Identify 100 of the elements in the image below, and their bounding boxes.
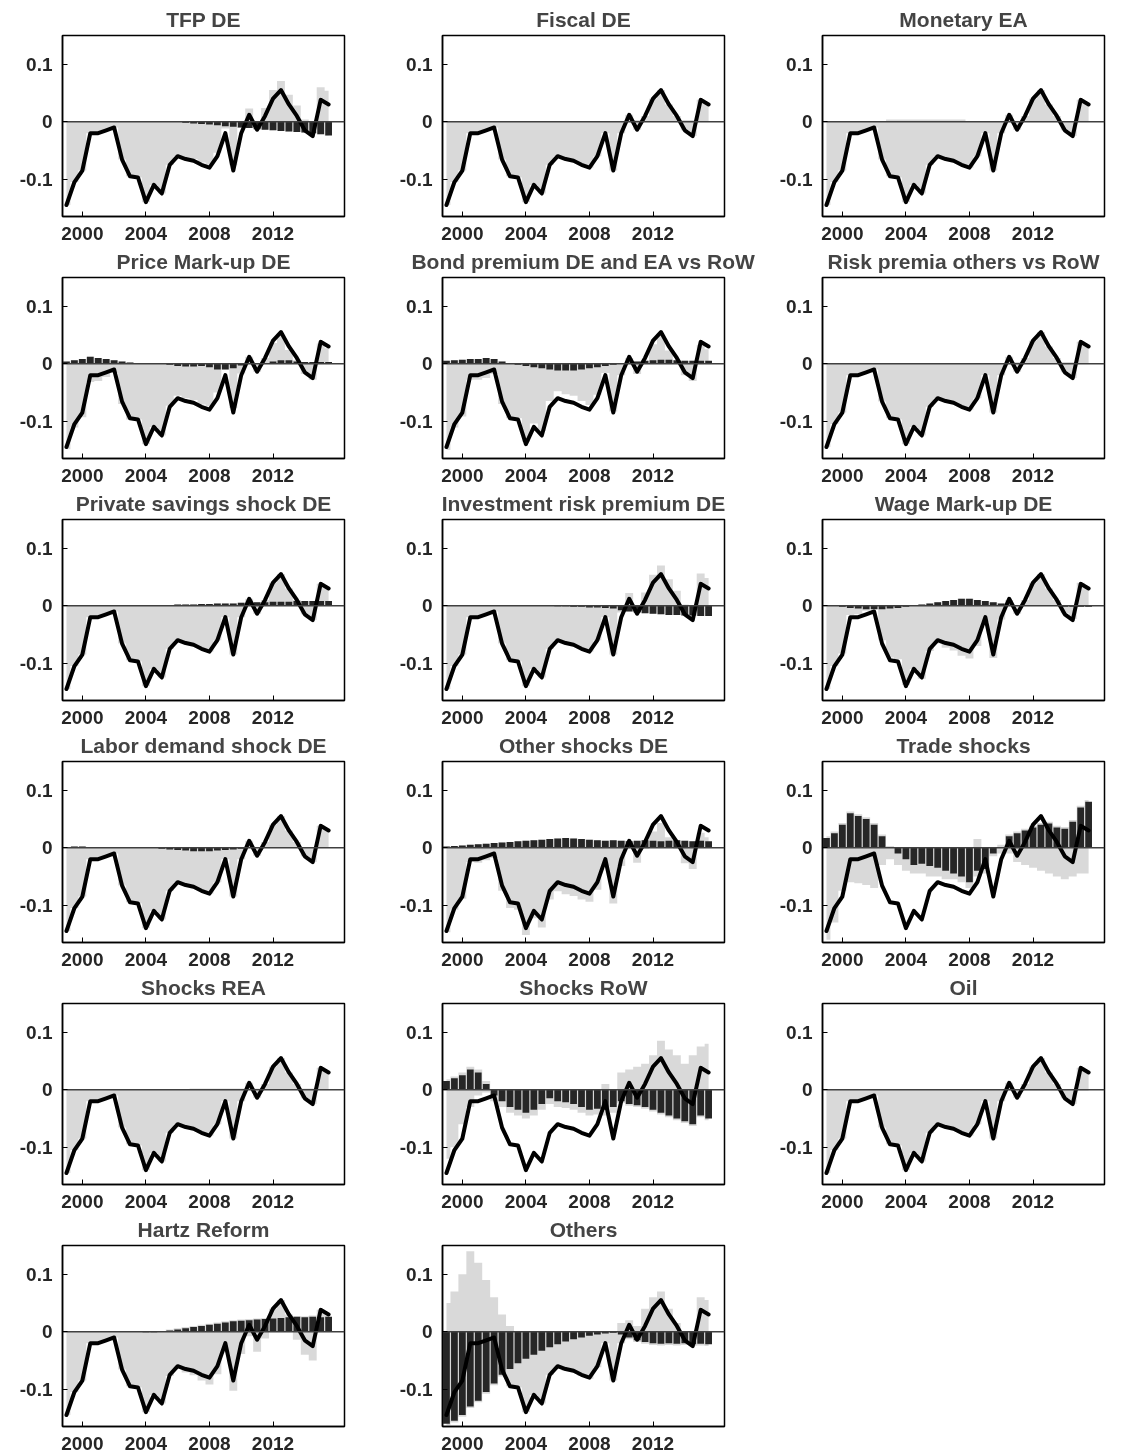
y-tick-label: 0 <box>41 111 53 133</box>
y-tick-label: 0.1 <box>406 779 433 801</box>
x-tick-label: 2004 <box>124 1190 168 1212</box>
chart-title: Risk premia others vs RoW <box>827 249 1100 273</box>
y-tick-label: 0 <box>421 111 433 133</box>
y-tick-label: 0 <box>801 353 813 375</box>
x-tick-label: 2000 <box>441 1190 484 1212</box>
y-tick-label: -0.1 <box>399 652 433 674</box>
y-tick-label: 0.1 <box>786 779 813 801</box>
x-tick-label: 2012 <box>1011 706 1055 728</box>
x-tick-label: 2004 <box>504 948 548 970</box>
y-tick-label: 0.1 <box>406 1021 433 1043</box>
y-tick-label: 0 <box>41 1321 53 1343</box>
y-tick-label: -0.1 <box>399 1136 433 1158</box>
x-tick-label: 2012 <box>1011 222 1055 244</box>
x-tick-label: 2004 <box>504 222 548 244</box>
y-tick-label: 0.1 <box>406 295 433 317</box>
y-tick-label: -0.1 <box>19 1136 53 1158</box>
x-tick-label: 2004 <box>884 948 928 970</box>
y-tick-label: 0 <box>801 595 813 617</box>
x-tick-label: 2000 <box>61 948 104 970</box>
x-tick-label: 2012 <box>1011 1190 1055 1212</box>
x-tick-label: 2008 <box>568 948 611 970</box>
y-tick-label: 0.1 <box>786 295 813 317</box>
chart-title: Fiscal DE <box>536 7 631 31</box>
y-tick-label: 0 <box>801 837 813 859</box>
y-tick-label: 0.1 <box>26 537 53 559</box>
y-tick-label: -0.1 <box>19 1378 53 1400</box>
y-tick-label: 0.1 <box>26 779 53 801</box>
x-tick-label: 2004 <box>884 222 928 244</box>
x-tick-label: 2012 <box>251 222 295 244</box>
y-tick-label: 0.1 <box>406 1263 433 1285</box>
x-tick-label: 2000 <box>821 706 864 728</box>
x-tick-label: 2012 <box>251 948 295 970</box>
y-tick-label: 0 <box>421 353 433 375</box>
x-tick-label: 2012 <box>631 948 675 970</box>
x-tick-label: 2004 <box>124 948 168 970</box>
x-tick-label: 2000 <box>61 464 104 486</box>
x-tick-label: 2000 <box>821 1190 864 1212</box>
x-tick-label: 2008 <box>948 948 991 970</box>
chart-title: Hartz Reform <box>137 1217 270 1241</box>
x-tick-label: 2008 <box>948 464 991 486</box>
x-tick-label: 2008 <box>948 706 991 728</box>
x-tick-label: 2012 <box>631 222 675 244</box>
y-tick-label: 0 <box>41 595 53 617</box>
x-tick-label: 2012 <box>631 1432 675 1454</box>
x-tick-label: 2008 <box>948 222 991 244</box>
y-tick-label: 0 <box>421 1321 433 1343</box>
y-tick-label: -0.1 <box>19 894 53 916</box>
x-tick-label: 2004 <box>124 706 168 728</box>
x-tick-label: 2008 <box>948 1190 991 1212</box>
x-tick-label: 2008 <box>568 464 611 486</box>
chart-title: Private savings shock DE <box>75 491 332 515</box>
y-tick-label: 0 <box>41 837 53 859</box>
y-tick-label: 0.1 <box>26 53 53 75</box>
x-tick-label: 2008 <box>188 464 231 486</box>
chart-title: Labor demand shock DE <box>80 733 327 757</box>
y-tick-label: 0 <box>421 837 433 859</box>
x-tick-label: 2012 <box>251 464 295 486</box>
x-tick-label: 2004 <box>884 464 928 486</box>
x-tick-label: 2008 <box>568 1432 611 1454</box>
y-tick-label: -0.1 <box>399 1378 433 1400</box>
x-tick-label: 2000 <box>441 1432 484 1454</box>
chart-title: Oil <box>949 975 978 999</box>
y-tick-label: -0.1 <box>399 168 433 190</box>
x-tick-label: 2012 <box>251 1432 295 1454</box>
chart-title: Monetary EA <box>899 7 1028 31</box>
y-tick-label: 0.1 <box>26 295 53 317</box>
y-tick-label: 0.1 <box>406 537 433 559</box>
chart-title: Wage Mark-up DE <box>874 491 1053 515</box>
y-tick-label: 0 <box>41 353 53 375</box>
chart-title: Others <box>549 1217 618 1241</box>
x-tick-label: 2008 <box>568 222 611 244</box>
chart-title: Investment risk premium DE <box>441 491 726 515</box>
x-tick-label: 2000 <box>441 706 484 728</box>
x-tick-label: 2004 <box>884 1190 928 1212</box>
y-tick-label: 0 <box>421 595 433 617</box>
y-tick-label: 0 <box>801 111 813 133</box>
x-tick-label: 2000 <box>441 222 484 244</box>
x-tick-label: 2004 <box>504 1190 548 1212</box>
x-tick-label: 2000 <box>61 1190 104 1212</box>
chart-title: Shocks REA <box>141 975 266 999</box>
y-tick-label: -0.1 <box>19 652 53 674</box>
y-tick-label: -0.1 <box>399 894 433 916</box>
chart-title: Trade shocks <box>896 733 1031 757</box>
x-tick-label: 2000 <box>61 1432 104 1454</box>
y-tick-label: 0 <box>41 1079 53 1101</box>
x-tick-label: 2000 <box>61 706 104 728</box>
y-tick-label: -0.1 <box>19 410 53 432</box>
y-tick-label: -0.1 <box>779 652 813 674</box>
x-tick-label: 2004 <box>504 464 548 486</box>
y-tick-label: 0.1 <box>26 1263 53 1285</box>
x-tick-label: 2008 <box>188 222 231 244</box>
y-tick-label: 0 <box>421 1079 433 1101</box>
x-tick-label: 2008 <box>188 706 231 728</box>
x-tick-label: 2000 <box>821 948 864 970</box>
x-tick-label: 2004 <box>504 706 548 728</box>
x-tick-label: 2008 <box>568 706 611 728</box>
y-tick-label: 0.1 <box>786 53 813 75</box>
y-tick-label: -0.1 <box>779 410 813 432</box>
